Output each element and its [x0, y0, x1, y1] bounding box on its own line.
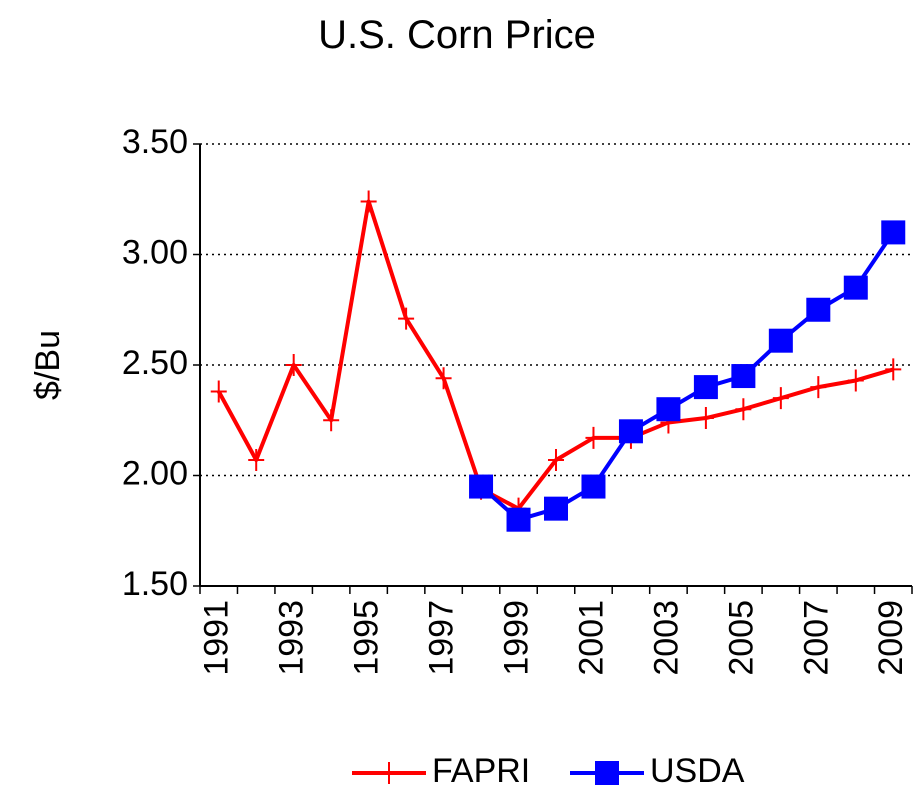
- point: [248, 449, 265, 472]
- point: [847, 369, 864, 392]
- x-tick-label: 2001: [572, 600, 610, 676]
- point: [656, 397, 681, 422]
- x-tick-label: 2009: [872, 600, 910, 676]
- chart-title: U.S. Corn Price: [318, 13, 596, 57]
- point: [548, 449, 564, 472]
- point: [693, 375, 718, 400]
- y-tick-label: 3.50: [122, 123, 188, 161]
- point: [210, 380, 227, 403]
- y-tick-label: 2.00: [122, 454, 188, 492]
- x-tick-label: 2007: [797, 600, 835, 676]
- x-tick-label: 1995: [348, 600, 386, 676]
- point: [398, 307, 415, 330]
- y-tick-label: 1.50: [122, 565, 188, 603]
- y-axis-label: $/Bu: [29, 330, 67, 400]
- point: [506, 507, 531, 532]
- point: [544, 496, 568, 521]
- point: [435, 367, 452, 390]
- point: [843, 275, 868, 300]
- x-tick-label: 2005: [722, 600, 760, 676]
- legend-label: USDA: [650, 752, 745, 788]
- y-tick-label: 3.00: [122, 233, 188, 271]
- point: [469, 474, 494, 499]
- point: [360, 190, 377, 213]
- x-tick-label: 1993: [273, 600, 311, 676]
- point: [810, 376, 827, 399]
- legend-label: FAPRI: [432, 752, 530, 788]
- point: [806, 297, 831, 322]
- point: [735, 398, 752, 421]
- point: [731, 364, 756, 389]
- point: [618, 419, 643, 444]
- x-tick-label: 1997: [423, 600, 461, 676]
- point: [768, 328, 793, 353]
- x-tick-label: 2003: [647, 600, 685, 676]
- legend-marker: [381, 762, 397, 784]
- point: [285, 354, 302, 376]
- point: [881, 220, 906, 245]
- x-tick-label: 1999: [498, 600, 536, 676]
- point: [585, 426, 602, 449]
- x-tick-label: 1991: [198, 600, 236, 676]
- y-tick-label: 2.50: [122, 344, 188, 382]
- point: [581, 474, 606, 499]
- point: [885, 358, 902, 381]
- point: [697, 407, 714, 430]
- point: [772, 387, 789, 410]
- legend-marker: [595, 761, 619, 785]
- point: [323, 409, 340, 432]
